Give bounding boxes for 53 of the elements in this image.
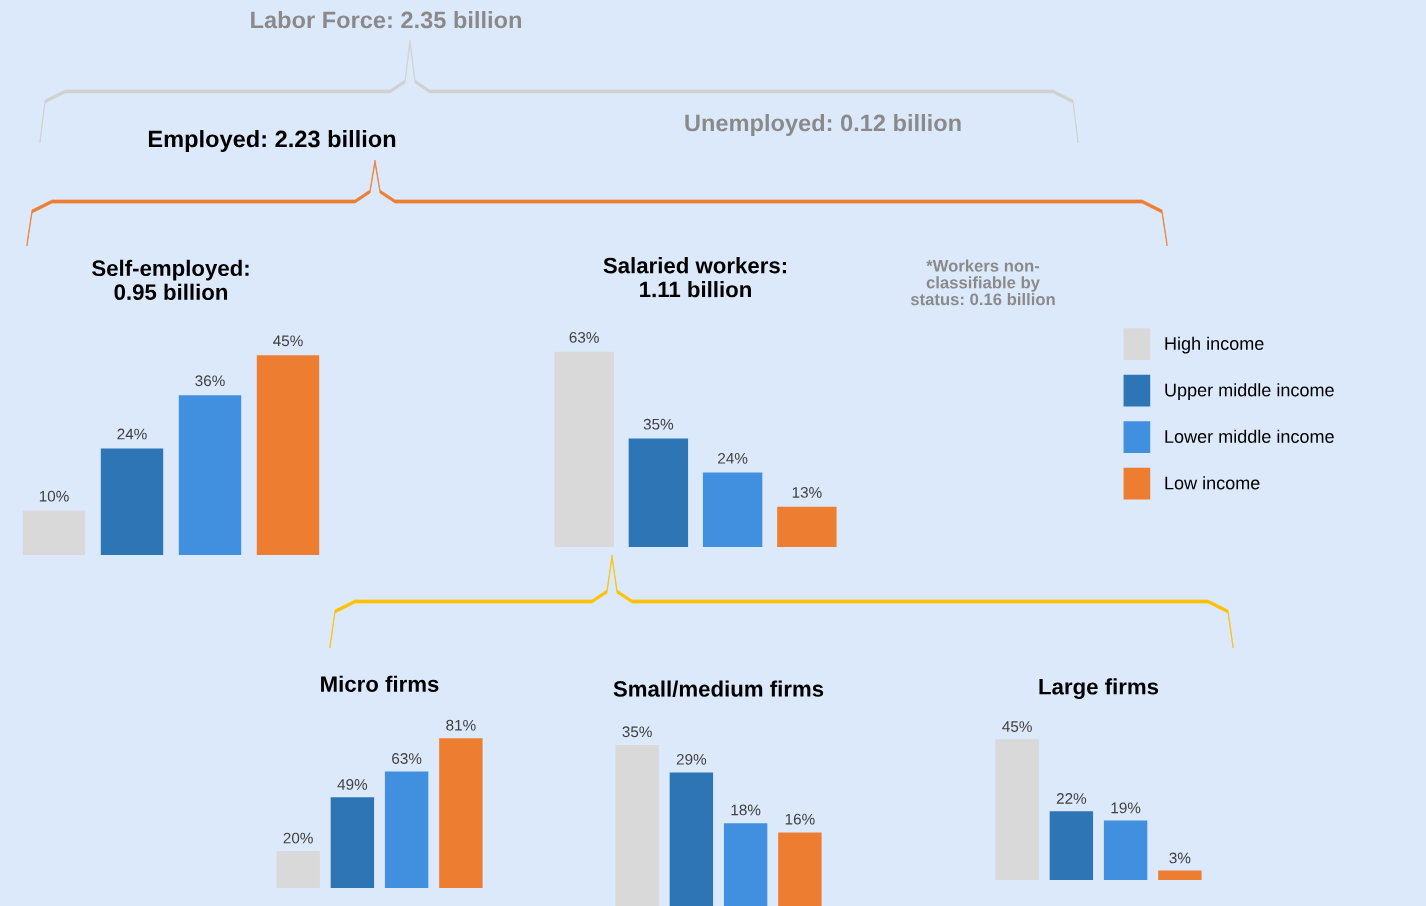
data-label: 13% bbox=[792, 487, 822, 498]
bar bbox=[628, 438, 689, 547]
bar bbox=[256, 355, 320, 555]
bar bbox=[276, 851, 320, 888]
data-label: 20% bbox=[283, 832, 313, 844]
data-label: 16% bbox=[785, 813, 815, 825]
data-label: 45% bbox=[1002, 721, 1032, 732]
bar bbox=[439, 738, 483, 888]
chart-title: Small/medium firms bbox=[613, 680, 824, 698]
text: Employed: 2.23 billion bbox=[148, 130, 396, 152]
data-label: 35% bbox=[643, 418, 674, 430]
bar bbox=[777, 506, 837, 547]
bar bbox=[723, 823, 768, 906]
chart-title: Self-employed: 0.95 billion bbox=[92, 259, 249, 301]
chart-title: Large firms bbox=[1039, 678, 1159, 700]
bar bbox=[1049, 811, 1094, 880]
data-label: 24% bbox=[718, 452, 748, 464]
data-label: 81% bbox=[446, 719, 476, 731]
text: *Workers non- classifiable by status: 0.16 billion bbox=[910, 259, 1055, 306]
chart-title: Micro firms bbox=[321, 675, 439, 692]
chart-title: Salaried workers: 1.11 billion bbox=[603, 257, 787, 298]
bar bbox=[1158, 870, 1202, 880]
data-label: 18% bbox=[731, 804, 761, 816]
data-label: 36% bbox=[195, 375, 225, 387]
bar bbox=[669, 772, 714, 906]
legend-label: High income bbox=[1165, 336, 1264, 354]
data-label: 35% bbox=[622, 726, 652, 738]
data-label: 29% bbox=[676, 753, 707, 765]
data-label: 19% bbox=[1111, 802, 1141, 814]
bar bbox=[1103, 820, 1148, 880]
data-label: 49% bbox=[337, 779, 368, 790]
bar bbox=[778, 832, 822, 906]
bar bbox=[330, 797, 375, 888]
bar bbox=[178, 395, 242, 555]
bar bbox=[995, 739, 1039, 880]
bar bbox=[22, 510, 86, 555]
bar bbox=[384, 771, 429, 888]
bar bbox=[702, 472, 763, 547]
data-label: 10% bbox=[39, 490, 69, 502]
data-label: 22% bbox=[1056, 793, 1087, 804]
text: Unemployed: 0.12 billion bbox=[685, 114, 961, 137]
legend-label: Upper middle income bbox=[1165, 383, 1334, 401]
bar bbox=[554, 351, 614, 547]
data-label: 63% bbox=[392, 753, 422, 764]
data-label: 45% bbox=[273, 335, 303, 347]
bar bbox=[100, 448, 164, 555]
bar bbox=[615, 745, 659, 906]
text: Labor Force: 2.35 billion bbox=[251, 11, 521, 29]
legend-label: Low income bbox=[1165, 476, 1260, 490]
data-label: 24% bbox=[117, 428, 147, 440]
data-label: 3% bbox=[1169, 852, 1191, 864]
legend-label: Lower middle income bbox=[1165, 429, 1334, 443]
data-label: 63% bbox=[569, 332, 599, 343]
